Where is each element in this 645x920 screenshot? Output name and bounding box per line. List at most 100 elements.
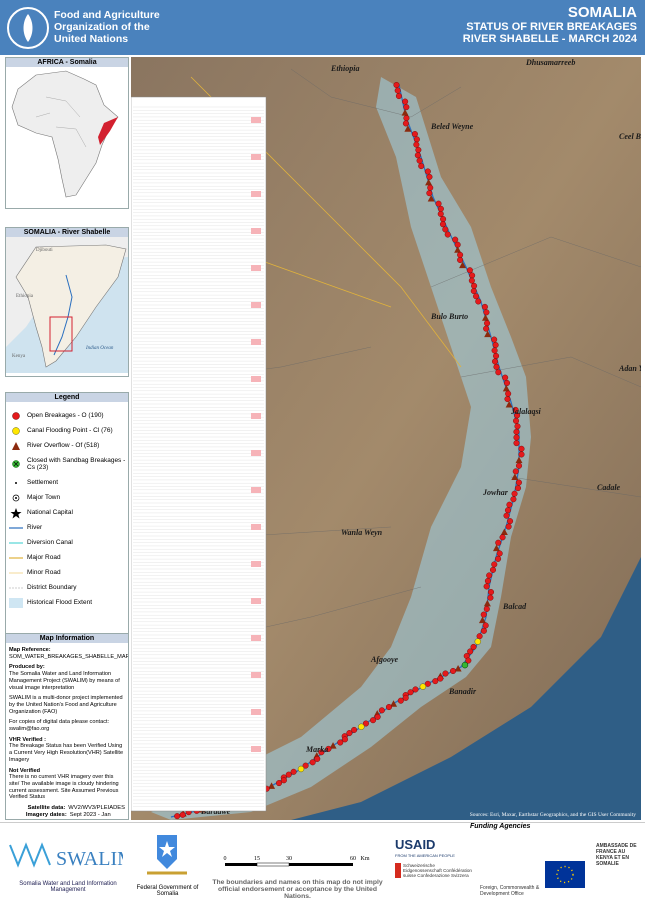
info-text: SOM_WATER_BREAKAGES_SHABELLE_MARCH_03052… bbox=[9, 653, 128, 660]
table-highlight bbox=[251, 598, 261, 604]
legend-label: Open Breakages - O (190) bbox=[27, 412, 104, 419]
info-paragraph: Produced by: The Somalia Water and Land I… bbox=[9, 664, 125, 691]
sandbag-marker bbox=[461, 661, 469, 669]
somalia-map: Djibouti Ethiopia Kenya Indian Ocean bbox=[6, 237, 128, 373]
table-highlight bbox=[251, 450, 261, 456]
overflow-marker bbox=[427, 195, 435, 202]
breakage-marker bbox=[492, 342, 499, 349]
legend-symbol bbox=[9, 587, 23, 588]
place-label: Jalalaqsi bbox=[510, 407, 542, 416]
header: Food and Agriculture Organization of the… bbox=[0, 0, 645, 55]
table-highlight bbox=[251, 672, 261, 678]
legend-label: Major Road bbox=[27, 554, 61, 561]
breakage-marker bbox=[440, 216, 447, 223]
scale-label: 60 bbox=[350, 856, 356, 862]
breakage-marker bbox=[487, 589, 494, 596]
breakage-marker bbox=[174, 813, 181, 820]
table-highlight bbox=[251, 413, 261, 419]
breakage-marker bbox=[402, 120, 409, 127]
breakage-marker bbox=[457, 251, 464, 258]
legend-item: District Boundary bbox=[6, 580, 128, 595]
breakage-marker bbox=[465, 657, 472, 664]
inset-title: AFRICA - Somalia bbox=[6, 58, 128, 67]
legend-item: Open Breakages - O (190) bbox=[6, 408, 128, 423]
legend-symbol bbox=[9, 526, 23, 529]
breakage-marker bbox=[407, 689, 414, 696]
main-map: Ethiopia Dhusamarreeb Beled Weyne Ceel Buur… bbox=[131, 57, 641, 820]
legend-label: District Boundary bbox=[27, 584, 77, 591]
legend-label: Canal Flooding Point - Cl (76) bbox=[27, 427, 113, 434]
breakage-marker bbox=[487, 594, 494, 601]
legend-label: Minor Road bbox=[27, 569, 61, 576]
breakage-table bbox=[131, 96, 267, 812]
breakage-marker bbox=[442, 670, 449, 677]
breakage-marker bbox=[424, 168, 431, 175]
overflow-marker bbox=[484, 330, 492, 338]
breakage-marker bbox=[495, 555, 502, 562]
overflow-marker bbox=[404, 125, 412, 132]
info-text: SWALIM is a multi-donor project implemen… bbox=[9, 695, 123, 715]
info-paragraph: VHR Verified : The Breakage Status has be… bbox=[9, 737, 125, 764]
breakage-marker bbox=[507, 518, 514, 525]
breakage-marker bbox=[469, 272, 476, 279]
legend-symbol bbox=[9, 572, 23, 573]
place-label: Ceel Buur bbox=[619, 132, 641, 141]
map-info-title: Map Information bbox=[6, 634, 128, 643]
place-label: Marka bbox=[305, 745, 328, 754]
breakage-marker bbox=[475, 298, 482, 305]
breakage-marker bbox=[427, 184, 434, 191]
breakage-marker bbox=[481, 303, 488, 310]
place-label: Dhusamarreeb bbox=[525, 58, 575, 67]
overflow-marker bbox=[478, 616, 486, 624]
breakage-marker bbox=[471, 282, 478, 289]
map-info: Map Information Map Reference: SOM_WATER_… bbox=[5, 633, 129, 820]
legend-symbol bbox=[9, 597, 23, 608]
breakage-marker bbox=[514, 423, 521, 430]
overflow-marker bbox=[390, 700, 398, 707]
breakage-marker bbox=[491, 347, 498, 354]
org-name: Food and Agriculture bbox=[54, 9, 160, 21]
scale-label: 30 bbox=[286, 856, 292, 862]
breakage-marker bbox=[504, 396, 511, 403]
breakage-marker bbox=[397, 697, 404, 704]
breakage-marker bbox=[514, 485, 521, 492]
inset-label: Ethiopia bbox=[16, 294, 34, 299]
breakage-marker bbox=[290, 768, 297, 775]
scale-bar: 0 15 30 60 Km bbox=[224, 856, 370, 867]
breakage-marker bbox=[505, 390, 512, 397]
title: SOMALIA bbox=[567, 4, 637, 21]
breakage-marker bbox=[411, 131, 418, 138]
breakage-marker bbox=[346, 730, 353, 737]
breakage-marker bbox=[444, 231, 451, 238]
legend-item: River bbox=[6, 520, 128, 535]
info-head: Produced by: bbox=[9, 664, 45, 671]
breakage-marker bbox=[318, 749, 325, 756]
legend-symbol bbox=[9, 542, 23, 543]
subtitle: RIVER SHABELLE - MARCH 2024 bbox=[462, 33, 637, 45]
breakage-marker bbox=[432, 678, 439, 685]
eu-flag bbox=[545, 861, 585, 888]
overflow-marker bbox=[502, 384, 510, 392]
breakage-marker bbox=[512, 406, 519, 413]
legend-symbol bbox=[12, 441, 20, 450]
info-key: Satellite data: bbox=[27, 805, 66, 812]
breakage-marker bbox=[457, 256, 464, 263]
breakage-marker bbox=[470, 643, 477, 650]
attribution: Sources: Esri, Maxar, Earthstar Geograph… bbox=[470, 812, 637, 818]
breakage-marker bbox=[495, 539, 502, 546]
table-highlight bbox=[251, 376, 261, 382]
legend-label: River bbox=[27, 524, 43, 531]
breakage-marker bbox=[394, 87, 401, 94]
breakage-marker bbox=[513, 417, 520, 424]
funding-title: Funding Agencies bbox=[470, 823, 531, 830]
scale-label: 0 bbox=[224, 856, 227, 862]
breakage-marker bbox=[489, 566, 496, 573]
breakage-marker bbox=[325, 745, 332, 752]
breakage-marker bbox=[491, 336, 498, 343]
breakage-marker bbox=[403, 104, 410, 111]
info-row: Imagery dates:Sept 2023 - Jan 2024 bbox=[9, 812, 125, 819]
legend-item: Diversion Canal bbox=[6, 535, 128, 550]
breakage-marker bbox=[378, 707, 385, 714]
place-label: Adan Yabaal bbox=[618, 364, 641, 373]
